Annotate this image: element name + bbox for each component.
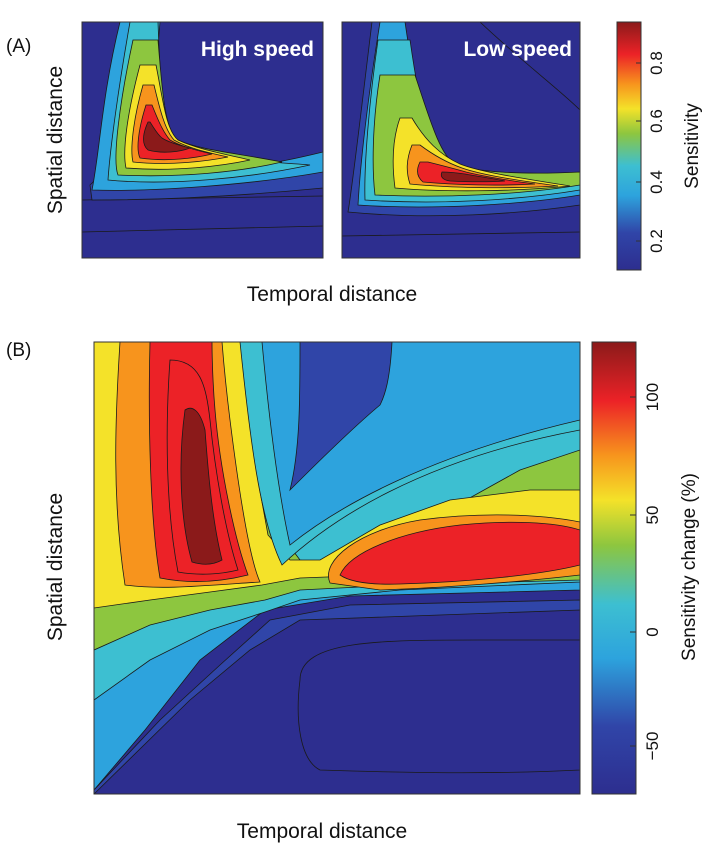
colorbar-a-tick-label: 0.2 [647,229,666,253]
panel-b-ylabel: Spatial distance [44,493,67,641]
colorbar-b-ticks [630,396,636,747]
colorbar-a-tick-label: 0.6 [647,109,666,133]
colorbar-a-label: Sensitivity [682,103,703,189]
panel-b-label: (B) [6,340,31,361]
colorbar-a-tick-label: 0.8 [647,51,666,75]
panel-a-xlabel: Temporal distance [247,283,417,306]
colorbar-b-tick-label: 50 [643,506,662,525]
frame-low-speed [341,21,581,259]
panel-a-ylabel: Spatial distance [44,66,67,214]
frame-high-speed [81,21,324,259]
frame-change [93,341,581,795]
colorbar-a [616,21,642,271]
heatmap-high-speed [82,22,323,258]
colorbar-b-tick-label: −50 [643,732,662,761]
heatmap-change [94,342,580,794]
panel-b-xlabel: Temporal distance [237,820,407,843]
colorbar-b-label: Sensitivity change (%) [679,473,700,661]
subplot-title-low-speed: Low speed [463,38,572,61]
colorbar-a-ticks [636,62,641,242]
subplot-title-high-speed: High speed [201,38,314,61]
colorbar-b-tick-label: 0 [643,627,662,636]
colorbar-b [591,341,637,795]
colorbar-a-tick-label: 0.4 [647,170,666,194]
heatmap-low-speed [342,22,580,258]
colorbar-b-tick-label: 100 [643,383,662,411]
panel-a-label: (A) [6,36,31,57]
